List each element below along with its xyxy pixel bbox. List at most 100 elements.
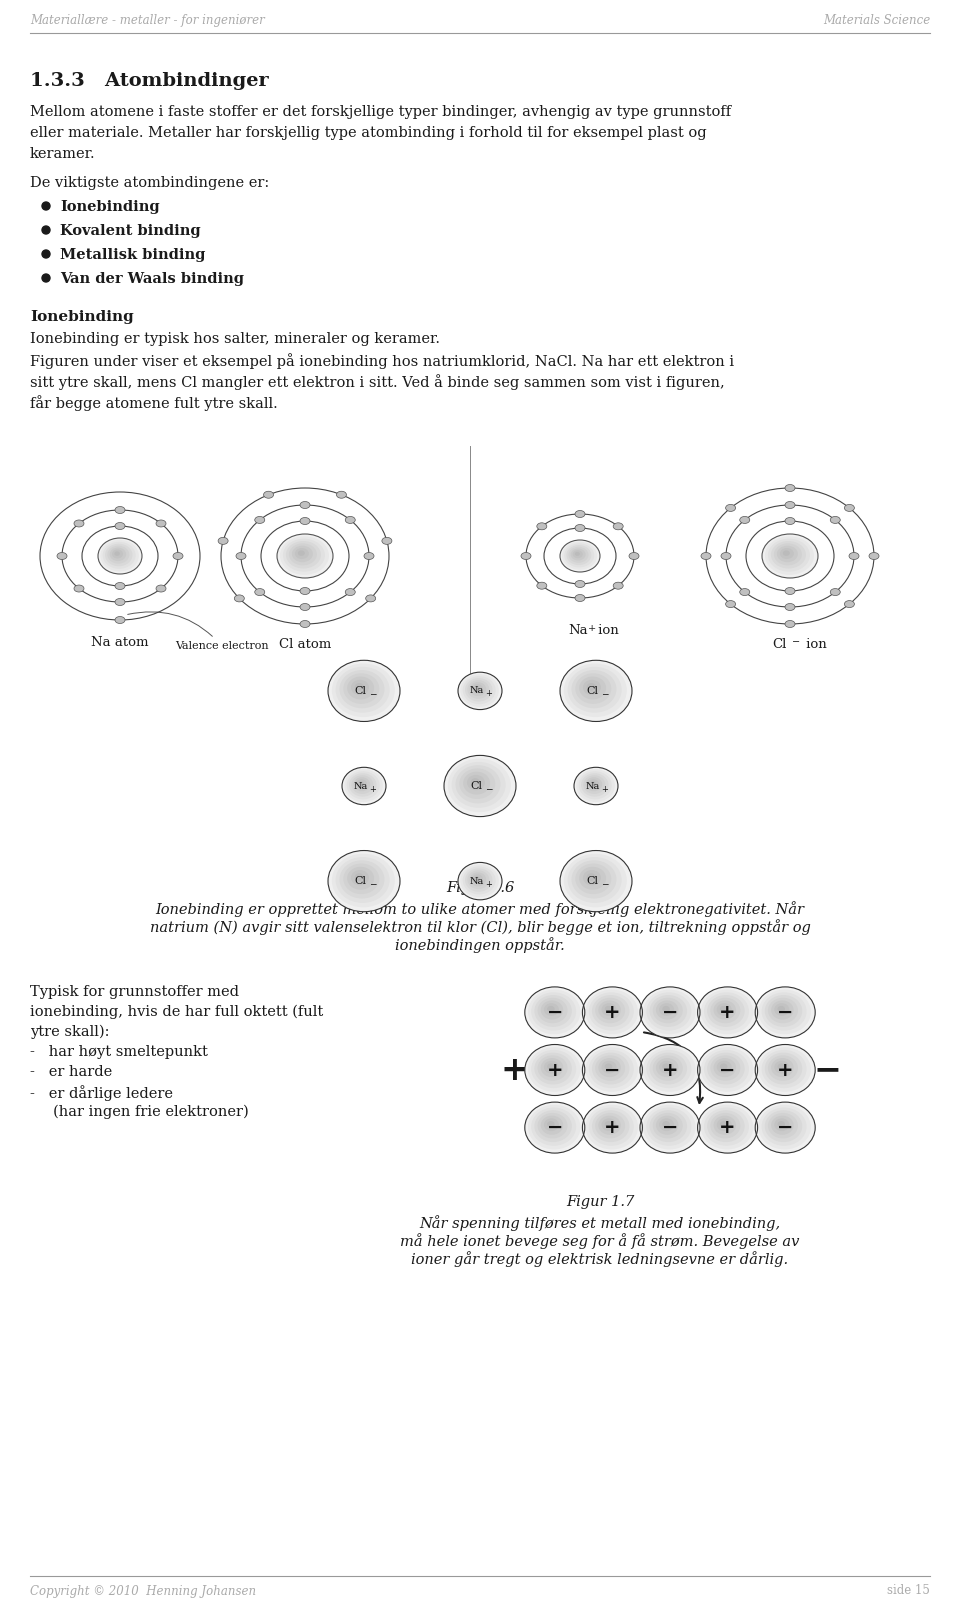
Ellipse shape	[295, 547, 309, 559]
Ellipse shape	[768, 1056, 798, 1080]
Ellipse shape	[277, 534, 333, 578]
Ellipse shape	[698, 1045, 757, 1096]
Ellipse shape	[300, 517, 310, 525]
Ellipse shape	[115, 616, 125, 623]
Ellipse shape	[717, 1003, 732, 1016]
Ellipse shape	[531, 992, 576, 1030]
Ellipse shape	[785, 621, 795, 628]
Ellipse shape	[455, 766, 500, 804]
Ellipse shape	[347, 772, 379, 799]
Ellipse shape	[346, 589, 355, 595]
Ellipse shape	[575, 672, 612, 705]
Ellipse shape	[646, 1107, 691, 1146]
Ellipse shape	[461, 865, 499, 897]
Ellipse shape	[595, 1056, 625, 1080]
Ellipse shape	[575, 594, 585, 602]
Text: +: +	[719, 1003, 736, 1022]
Ellipse shape	[115, 507, 125, 514]
Ellipse shape	[336, 491, 347, 498]
Ellipse shape	[710, 998, 740, 1024]
Text: Na: Na	[586, 782, 600, 791]
Text: Cl: Cl	[772, 639, 786, 652]
Ellipse shape	[662, 1006, 670, 1013]
Ellipse shape	[660, 1119, 674, 1132]
Ellipse shape	[717, 1061, 732, 1074]
Ellipse shape	[328, 851, 400, 912]
Ellipse shape	[708, 1111, 745, 1143]
Ellipse shape	[528, 1104, 581, 1149]
Ellipse shape	[595, 998, 625, 1024]
Ellipse shape	[264, 491, 274, 498]
Ellipse shape	[650, 995, 687, 1027]
Text: Na atom: Na atom	[91, 636, 149, 648]
Text: +: +	[501, 1053, 529, 1087]
Ellipse shape	[355, 684, 364, 690]
Text: Materials Science: Materials Science	[823, 13, 930, 27]
Ellipse shape	[756, 1045, 815, 1096]
Text: Copyright © 2010  Henning Johansen: Copyright © 2010 Henning Johansen	[30, 1584, 256, 1597]
Ellipse shape	[710, 1112, 740, 1138]
Ellipse shape	[662, 1064, 670, 1071]
Text: Na: Na	[469, 687, 484, 695]
Ellipse shape	[701, 990, 754, 1034]
Ellipse shape	[713, 1000, 736, 1019]
Ellipse shape	[564, 544, 594, 568]
Ellipse shape	[583, 1045, 642, 1096]
Ellipse shape	[563, 542, 597, 570]
Ellipse shape	[348, 677, 374, 700]
Text: +: +	[370, 785, 376, 793]
Ellipse shape	[758, 1046, 811, 1091]
Text: −: −	[813, 1053, 841, 1087]
Ellipse shape	[656, 1000, 679, 1019]
Ellipse shape	[576, 769, 614, 802]
Ellipse shape	[653, 1112, 683, 1138]
Ellipse shape	[704, 1107, 749, 1146]
Text: (har ingen frie elektroner): (har ingen frie elektroner)	[30, 1104, 249, 1119]
Ellipse shape	[587, 873, 596, 881]
Ellipse shape	[708, 995, 745, 1027]
Ellipse shape	[583, 1103, 642, 1152]
Text: Cl: Cl	[354, 876, 366, 886]
Ellipse shape	[771, 1115, 794, 1135]
Ellipse shape	[571, 669, 616, 708]
Ellipse shape	[613, 523, 623, 530]
Text: ion: ion	[594, 624, 619, 637]
Circle shape	[42, 250, 50, 258]
Ellipse shape	[573, 551, 583, 559]
Ellipse shape	[538, 998, 567, 1024]
Ellipse shape	[602, 1061, 616, 1074]
Ellipse shape	[470, 778, 480, 786]
Ellipse shape	[761, 1107, 806, 1146]
Ellipse shape	[564, 663, 627, 717]
Ellipse shape	[698, 987, 757, 1038]
Ellipse shape	[579, 867, 606, 889]
Text: −: −	[661, 1003, 678, 1022]
Ellipse shape	[300, 501, 310, 509]
Text: Ionebinding er opprettet mellom to ulike atomer med forskjellig elektronegativit: Ionebinding er opprettet mellom to ulike…	[156, 900, 804, 916]
Ellipse shape	[701, 552, 711, 560]
Text: −: −	[370, 880, 376, 889]
Ellipse shape	[602, 1119, 616, 1132]
Ellipse shape	[535, 1111, 572, 1143]
Text: 1.3.3   Atombindinger: 1.3.3 Atombindinger	[30, 72, 269, 90]
Ellipse shape	[765, 995, 803, 1027]
Ellipse shape	[756, 1103, 815, 1152]
Ellipse shape	[351, 681, 369, 695]
Ellipse shape	[592, 995, 630, 1027]
Circle shape	[42, 202, 50, 210]
Text: −: −	[719, 1061, 735, 1080]
Ellipse shape	[650, 1111, 687, 1143]
Ellipse shape	[544, 1061, 559, 1074]
Ellipse shape	[579, 677, 606, 700]
Text: Na: Na	[469, 876, 484, 886]
Ellipse shape	[289, 544, 317, 565]
Ellipse shape	[564, 854, 627, 907]
Text: Figuren under viser et eksempel på ionebinding hos natriumklorid, NaCl. Na har e: Figuren under viser et eksempel på ioneb…	[30, 353, 734, 369]
Ellipse shape	[351, 775, 373, 794]
Ellipse shape	[568, 547, 588, 563]
Text: Na: Na	[354, 782, 368, 791]
Ellipse shape	[574, 767, 618, 804]
Text: Ionebinding: Ionebinding	[60, 201, 159, 213]
Ellipse shape	[283, 539, 324, 571]
Ellipse shape	[538, 1056, 567, 1080]
